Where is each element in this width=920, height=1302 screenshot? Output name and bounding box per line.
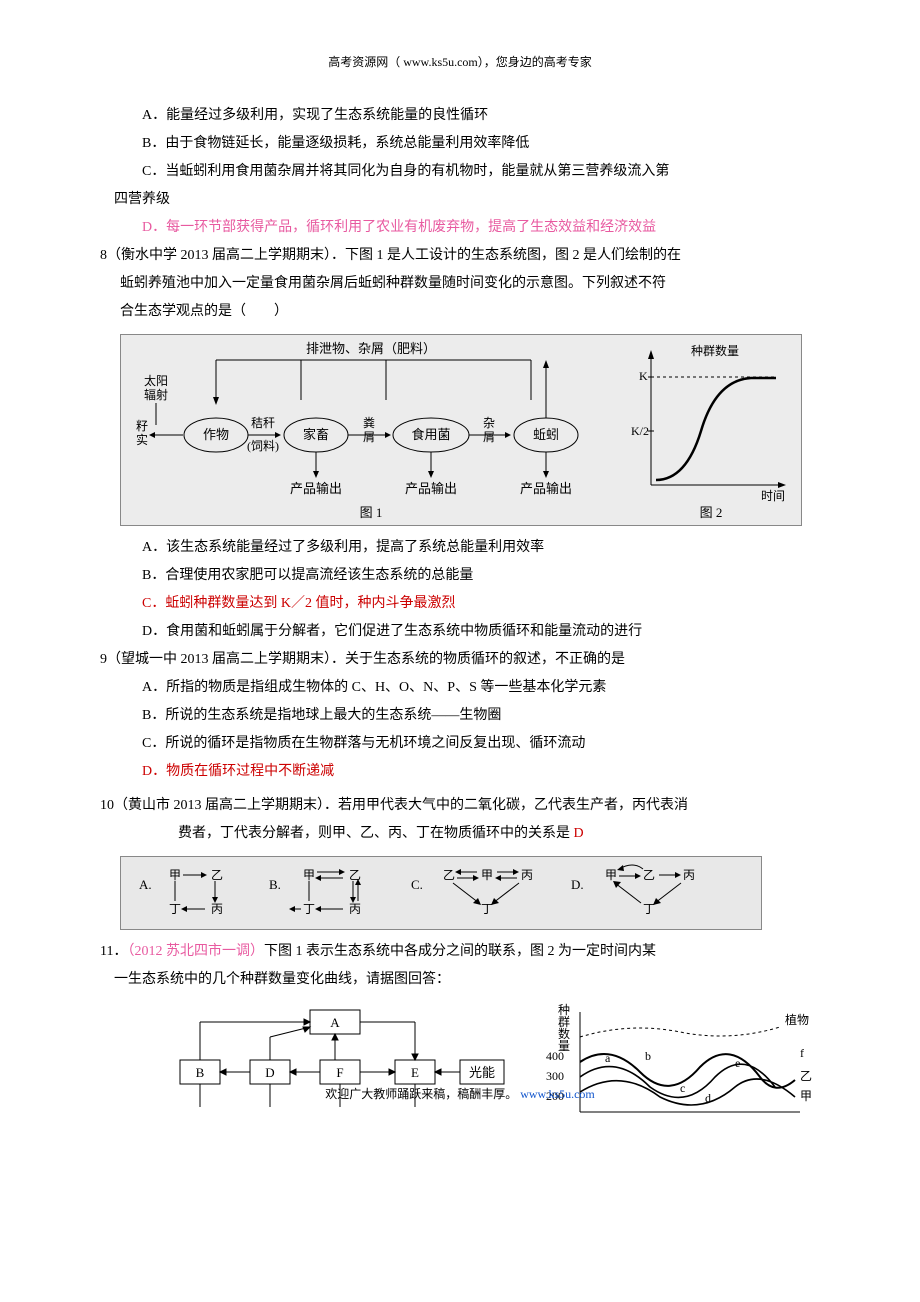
q10A-ding: 丁 — [169, 902, 181, 916]
q10B-yi: 乙 — [349, 868, 361, 882]
q11-plant: 植物 — [785, 1012, 809, 1027]
q10-line2b: D — [574, 826, 584, 841]
q10D-jia: 甲 — [605, 868, 617, 882]
q11-body2: 一生态系统中的几个种群数量变化曲线，请据图回答： — [100, 966, 820, 994]
fig1-top-label: 排泄物、杂屑（肥料） — [306, 341, 436, 356]
q9-optA: A．所指的物质是指组成生物体的 C、H、O、N、P、S 等一些基本化学元素 — [100, 674, 820, 702]
q10B-bing: 丙 — [349, 902, 361, 916]
fig1-label: 图 1 — [360, 505, 383, 520]
q7-optC-line1: C．当蚯蚓利用食用菌杂屑并将其同化为自身的有机物时，能量就从第三营养级流入第 — [100, 158, 820, 186]
q7-optD: D．每一环节部获得产品，循环利用了农业有机废弃物，提高了生态效益和经济效益 — [100, 214, 820, 242]
fig1-sun2: 辐射 — [144, 387, 168, 402]
q10-A-label: A. — [139, 877, 152, 892]
q10D-yi: 乙 — [643, 868, 655, 882]
q10C-yi: 乙 — [443, 868, 455, 882]
fig1-sun1: 太阳 — [144, 373, 168, 388]
q10C-bing: 丙 — [521, 868, 533, 882]
q10B-jia: 甲 — [303, 868, 315, 882]
page-footer: 欢迎广大教师踊跃来稿，稿酬丰厚。 www.ks5u.com — [100, 1082, 820, 1106]
q8-optC: C．蚯蚓种群数量达到 K／2 值时，种内斗争最激烈 — [100, 590, 820, 618]
q8-line2: 蚯蚓养殖池中加入一定量食用菌杂屑后蚯蚓种群数量随时间变化的示意图。下列叙述不符 — [120, 270, 820, 298]
fig1-worm: 蚯蚓 — [533, 427, 559, 442]
footer-site: www.ks5u.com — [520, 1087, 595, 1101]
fig1-sc2: 屑 — [483, 430, 495, 444]
fig2-ylabel: 种群数量 — [691, 343, 739, 358]
q11-D: D — [265, 1065, 274, 1080]
q7-optC-line2: 四营养级 — [100, 186, 820, 214]
fig1-mushroom: 食用菌 — [411, 427, 450, 442]
fig1-fp1: 粪 — [363, 416, 375, 430]
q11-num: 11． — [100, 944, 127, 959]
q11-src: （2012 苏北四市一调） — [127, 944, 264, 959]
q10-options-figure: A. 甲 乙 丁 丙 B. 甲 乙 丁 丙 C. 乙 甲 丙 丁 D. — [120, 856, 762, 930]
q10-B-label: B. — [269, 877, 281, 892]
fig1-fp2: 屑 — [363, 430, 375, 444]
q8-prefix: 8（衡水中学 2013 届高二上学期期末）． — [100, 248, 345, 263]
q10-line2a: 费者，丁代表分解者，则甲、乙、丙、丁在物质循环中的关系是 — [178, 826, 574, 841]
q9-optD: D．物质在循环过程中不断递减 — [100, 758, 820, 786]
q10A-jia: 甲 — [169, 868, 181, 882]
q9-optB: B．所说的生态系统是指地球上最大的生态系统——生物圈 — [100, 702, 820, 730]
fig1-sc1: 杂 — [483, 416, 495, 430]
fig1-livestock: 家畜 — [303, 427, 329, 442]
q10A-yi: 乙 — [211, 868, 223, 882]
q8-optD: D．食用菌和蚯蚓属于分解者，它们促进了生态系统中物质循环和能量流动的进行 — [100, 618, 820, 646]
q11-y300: 300 — [546, 1069, 564, 1083]
q11-yi: 乙 — [800, 1069, 812, 1083]
fig1-out1: 产品输出 — [290, 481, 342, 496]
q11-light: 光能 — [469, 1065, 495, 1080]
fig2-K: K — [639, 369, 648, 383]
q10-D-label: D. — [571, 877, 584, 892]
q11-E: E — [411, 1065, 419, 1080]
fig2-xlabel: 时间 — [761, 489, 785, 503]
q8-optA: A．该生态系统能量经过了多级利用，提高了系统总能量利用效率 — [100, 534, 820, 562]
q10B-ding: 丁 — [303, 902, 315, 916]
q9-optC: C．所说的循环是指物质在生物群落与无机环境之间反复出现、循环流动 — [100, 730, 820, 758]
q11-A: A — [330, 1015, 340, 1030]
fig1-feed: (饲料) — [247, 439, 279, 453]
page-header: 高考资源网（ www.ks5u.com），您身边的高考专家 — [100, 50, 820, 74]
q8-title: 8（衡水中学 2013 届高二上学期期末）．下图 1 是人工设计的生态系统图，图… — [100, 242, 820, 270]
fig1-out3: 产品输出 — [520, 481, 572, 496]
q10D-bing: 丙 — [683, 868, 695, 882]
fig2-label: 图 2 — [700, 505, 723, 520]
q11-B: B — [196, 1065, 205, 1080]
q10-C-label: C. — [411, 877, 423, 892]
q10-body1: 若用甲代表大气中的二氧化碳，乙代表生产者，丙代表消 — [338, 798, 688, 813]
fig1-seed1: 籽 — [136, 419, 148, 433]
q10C-ding: 丁 — [481, 902, 493, 916]
q11-title: 11．（2012 苏北四市一调）下图 1 表示生态系统中各成分之间的联系，图 2… — [100, 938, 820, 966]
q10A-bing: 丙 — [211, 902, 223, 916]
fig1-straw: 秸秆 — [251, 416, 275, 430]
q10C-jia: 甲 — [481, 868, 493, 882]
q11-b: b — [645, 1049, 651, 1063]
fig1-crop: 作物 — [203, 427, 229, 442]
fig2-K2: K/2 — [631, 424, 649, 438]
q10-prefix: 10（黄山市 2013 届高二上学期期末）． — [100, 798, 338, 813]
q11-F: F — [336, 1065, 343, 1080]
q8-body1: 下图 1 是人工设计的生态系统图，图 2 是人们绘制的在 — [345, 248, 681, 263]
fig1-seed2: 实 — [136, 432, 148, 447]
q11-f: f — [800, 1046, 804, 1060]
footer-text: 欢迎广大教师踊跃来稿，稿酬丰厚。 — [325, 1087, 520, 1101]
q8-line3: 合生态学观点的是（ ） — [120, 298, 820, 326]
q7-optA: A．能量经过多级利用，实现了生态系统能量的良性循环 — [100, 102, 820, 130]
q11-a: a — [605, 1051, 611, 1065]
q10-line2: 费者，丁代表分解者，则甲、乙、丙、丁在物质循环中的关系是 D — [100, 820, 820, 848]
q8-optB: B．合理使用农家肥可以提高流经该生态系统的总能量 — [100, 562, 820, 590]
q11-e: e — [735, 1056, 740, 1070]
q10-title: 10（黄山市 2013 届高二上学期期末）．若用甲代表大气中的二氧化碳，乙代表生… — [100, 792, 820, 820]
q11-y400: 400 — [546, 1049, 564, 1063]
q7-optB: B．由于食物链延长，能量逐级损耗，系统总能量利用效率降低 — [100, 130, 820, 158]
q8-figure: 排泄物、杂屑（肥料） 太阳 辐射 籽 实 作物 秸秆 (饲料) 家畜 粪 屑 食… — [120, 334, 802, 526]
q11-body1: 下图 1 表示生态系统中各成分之间的联系，图 2 为一定时间内某 — [264, 944, 656, 959]
q9-title: 9（望城一中 2013 届高二上学期期末）．关于生态系统的物质循环的叙述，不正确… — [100, 646, 820, 674]
q10D-ding: 丁 — [643, 902, 655, 916]
fig1-out2: 产品输出 — [405, 481, 457, 496]
